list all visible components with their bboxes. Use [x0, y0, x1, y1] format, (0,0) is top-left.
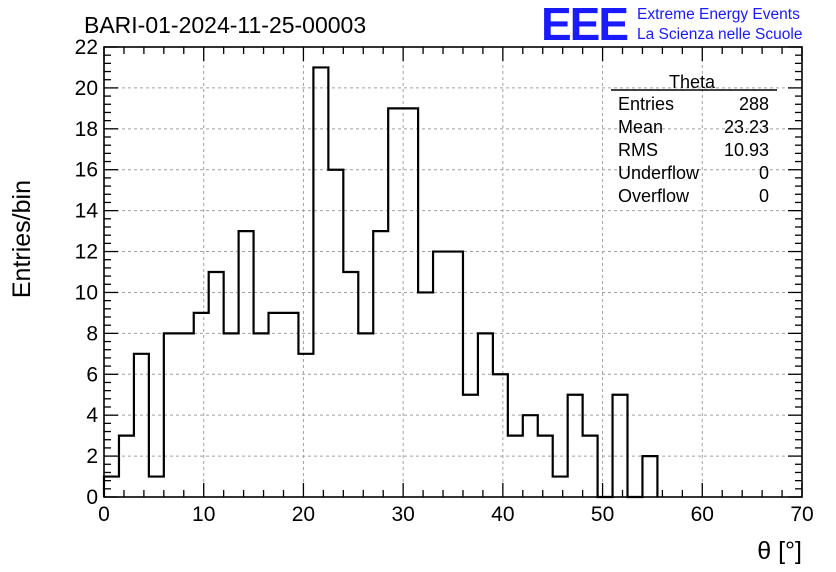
x-tick-label: 40 — [491, 503, 514, 526]
stats-box: Theta Entries 288 Mean 23.23 RMS 10.93 Underfl… — [611, 72, 777, 206]
stats-label: Entries — [618, 94, 674, 114]
y-tick-label: 6 — [86, 363, 98, 386]
stats-value: 0 — [759, 163, 769, 183]
y-tick-label: 10 — [75, 281, 98, 304]
y-tick-label: 8 — [86, 322, 98, 345]
stats-label: RMS — [618, 140, 658, 160]
stats-value: 10.93 — [724, 140, 769, 160]
y-tick-label: 16 — [75, 159, 98, 182]
y-tick-label: 22 — [75, 36, 98, 59]
x-tick-label: 50 — [591, 503, 614, 526]
y-axis-title: Entries/bin — [8, 180, 36, 298]
y-tick-label: 0 — [86, 486, 98, 509]
y-tick-labels: 0 2 4 6 8 10 12 14 16 18 20 22 — [75, 36, 99, 509]
stats-label: Underflow — [618, 163, 700, 183]
x-tick-labels: 0 10 20 30 40 50 60 70 — [98, 503, 814, 526]
y-tick-label: 12 — [75, 241, 98, 264]
y-tick-label: 18 — [75, 118, 98, 141]
x-tick-label: 60 — [691, 503, 714, 526]
x-tick-label: 20 — [292, 503, 315, 526]
logo-mark: EEE — [541, 0, 627, 50]
histogram-outline — [102, 66, 659, 499]
y-tick-label: 20 — [75, 77, 98, 100]
stats-rows: Entries 288 Mean 23.23 RMS 10.93 Underflow 0 Ove… — [618, 94, 769, 206]
logo-line-1: Extreme Energy Events — [637, 6, 800, 23]
y-tick-label: 4 — [86, 404, 98, 427]
x-tick-label: 70 — [790, 503, 813, 526]
stats-title: Theta — [669, 72, 716, 92]
x-tick-label: 10 — [192, 503, 215, 526]
stats-label: Overflow — [618, 186, 690, 206]
stats-value: 288 — [739, 94, 769, 114]
stats-value: 23.23 — [724, 117, 769, 137]
x-tick-label: 30 — [391, 503, 414, 526]
eee-logo: EEE Extreme Energy Events La Scienza nel… — [541, 0, 802, 50]
chart-title: BARI-01-2024-11-25-00003 — [84, 12, 366, 38]
stats-value: 0 — [759, 186, 769, 206]
y-tick-label: 14 — [75, 200, 99, 223]
stats-label: Mean — [618, 117, 663, 137]
plot-frame — [103, 46, 803, 498]
x-tick-label: 0 — [98, 503, 110, 526]
x-axis-title: θ [°] — [757, 537, 802, 565]
y-tick-label: 2 — [86, 445, 98, 468]
logo-line-2: La Scienza nelle Scuole — [637, 26, 802, 43]
